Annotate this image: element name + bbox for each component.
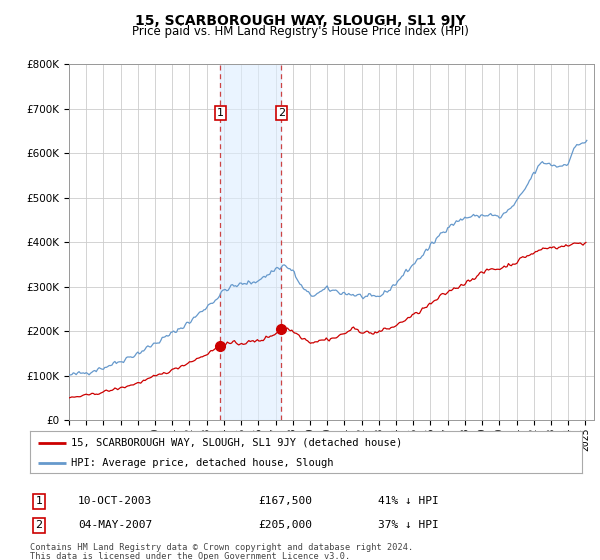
Text: Contains HM Land Registry data © Crown copyright and database right 2024.: Contains HM Land Registry data © Crown c… bbox=[30, 543, 413, 552]
Text: 1: 1 bbox=[35, 496, 43, 506]
Text: HPI: Average price, detached house, Slough: HPI: Average price, detached house, Slou… bbox=[71, 458, 334, 468]
Text: 15, SCARBOROUGH WAY, SLOUGH, SL1 9JY (detached house): 15, SCARBOROUGH WAY, SLOUGH, SL1 9JY (de… bbox=[71, 438, 403, 448]
Text: 2: 2 bbox=[278, 108, 285, 118]
Text: 04-MAY-2007: 04-MAY-2007 bbox=[78, 520, 152, 530]
Text: This data is licensed under the Open Government Licence v3.0.: This data is licensed under the Open Gov… bbox=[30, 552, 350, 560]
Text: Price paid vs. HM Land Registry's House Price Index (HPI): Price paid vs. HM Land Registry's House … bbox=[131, 25, 469, 38]
Text: £205,000: £205,000 bbox=[258, 520, 312, 530]
Text: 1: 1 bbox=[217, 108, 224, 118]
Text: 41% ↓ HPI: 41% ↓ HPI bbox=[378, 496, 439, 506]
Bar bbox=[220, 64, 281, 420]
Text: £167,500: £167,500 bbox=[258, 496, 312, 506]
Text: 15, SCARBOROUGH WAY, SLOUGH, SL1 9JY: 15, SCARBOROUGH WAY, SLOUGH, SL1 9JY bbox=[134, 14, 466, 28]
Text: 10-OCT-2003: 10-OCT-2003 bbox=[78, 496, 152, 506]
Text: 2: 2 bbox=[35, 520, 43, 530]
Text: 37% ↓ HPI: 37% ↓ HPI bbox=[378, 520, 439, 530]
